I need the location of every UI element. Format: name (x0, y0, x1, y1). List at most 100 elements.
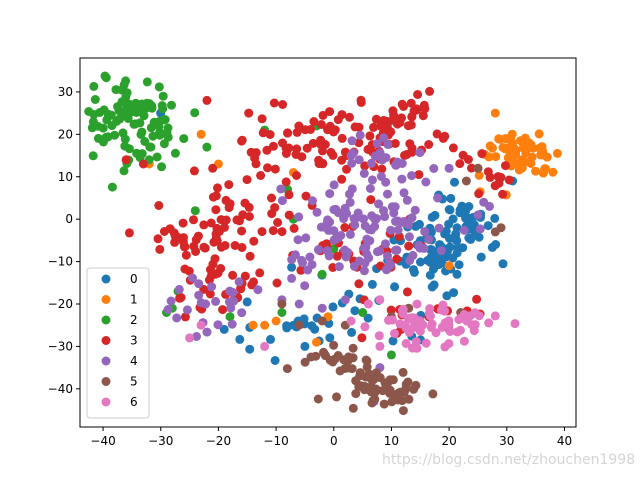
data-point (325, 189, 335, 199)
legend-box (86, 267, 150, 419)
data-point (374, 199, 384, 209)
data-point (381, 153, 391, 163)
data-point (107, 182, 117, 192)
data-point (255, 268, 265, 278)
data-point (421, 177, 431, 187)
data-point (249, 277, 258, 287)
data-point (110, 130, 120, 140)
data-point (281, 177, 291, 187)
data-point (397, 99, 407, 109)
data-point (210, 254, 220, 264)
data-point (277, 196, 287, 206)
data-point (337, 174, 347, 184)
x-tick-label: 40 (557, 434, 572, 448)
data-point (211, 229, 221, 239)
data-point (270, 164, 280, 174)
data-point (349, 214, 359, 223)
data-point (388, 375, 398, 385)
y-tick-label: −20 (48, 297, 73, 311)
data-point (117, 85, 127, 95)
data-point (433, 193, 443, 203)
data-point (152, 152, 162, 162)
data-point (309, 117, 319, 126)
data-point (526, 159, 536, 168)
data-point (388, 315, 397, 325)
data-point (216, 264, 226, 273)
data-point (348, 343, 358, 353)
data-point (282, 323, 292, 333)
data-point (404, 394, 414, 404)
data-point (318, 146, 327, 156)
data-point (230, 241, 240, 250)
data-point (332, 251, 342, 261)
data-point (316, 135, 326, 145)
data-point (350, 306, 360, 316)
data-point (429, 164, 439, 173)
data-point (444, 261, 454, 271)
data-point (200, 243, 210, 253)
data-point (300, 341, 310, 351)
data-point (268, 226, 278, 236)
data-point (249, 236, 259, 246)
data-point (461, 176, 471, 186)
data-point (498, 143, 508, 152)
data-point (287, 262, 297, 272)
data-point (226, 303, 236, 313)
data-point (93, 133, 103, 143)
data-point (194, 290, 204, 300)
data-point (235, 334, 245, 344)
data-point (360, 322, 370, 332)
y-tick-label: −10 (48, 255, 73, 269)
data-point (476, 252, 486, 262)
legend-label: 3 (130, 334, 138, 348)
data-point (448, 253, 458, 263)
data-point (251, 159, 261, 169)
data-point (257, 227, 267, 237)
data-point (377, 164, 387, 174)
data-point (283, 128, 292, 138)
data-point (323, 125, 333, 135)
data-point (407, 171, 417, 181)
data-point (375, 373, 385, 383)
data-point (178, 218, 188, 228)
data-point (84, 107, 94, 116)
data-point (429, 280, 439, 290)
data-point (88, 151, 98, 161)
data-point (159, 139, 169, 149)
data-point (213, 320, 223, 330)
data-point (248, 320, 258, 330)
data-point (430, 210, 440, 220)
data-point (393, 225, 403, 235)
data-point (246, 147, 256, 157)
data-point (437, 255, 447, 265)
data-point (397, 159, 407, 168)
data-point (301, 233, 311, 243)
data-point (366, 195, 376, 205)
data-point (326, 147, 336, 157)
data-point (355, 371, 365, 381)
data-point (317, 303, 327, 313)
data-point (190, 108, 200, 118)
series-4 (163, 130, 494, 407)
data-point (317, 269, 327, 279)
data-point (341, 252, 351, 262)
data-point (184, 266, 194, 276)
legend-marker (101, 274, 111, 284)
data-point (398, 305, 407, 315)
data-point (211, 296, 221, 306)
data-point (196, 298, 206, 308)
data-point (185, 333, 195, 343)
data-point (505, 148, 515, 158)
data-point (354, 122, 364, 132)
data-point (190, 206, 200, 216)
watermark-text: https://blog.csdn.net/zhouchen1998 (382, 452, 636, 468)
data-point (474, 170, 484, 180)
data-point (409, 265, 418, 275)
data-point (424, 309, 434, 319)
data-point (124, 144, 134, 154)
data-point (364, 224, 374, 234)
data-point (421, 338, 431, 348)
data-point (170, 237, 180, 247)
data-point (390, 282, 400, 292)
data-point (370, 394, 380, 404)
